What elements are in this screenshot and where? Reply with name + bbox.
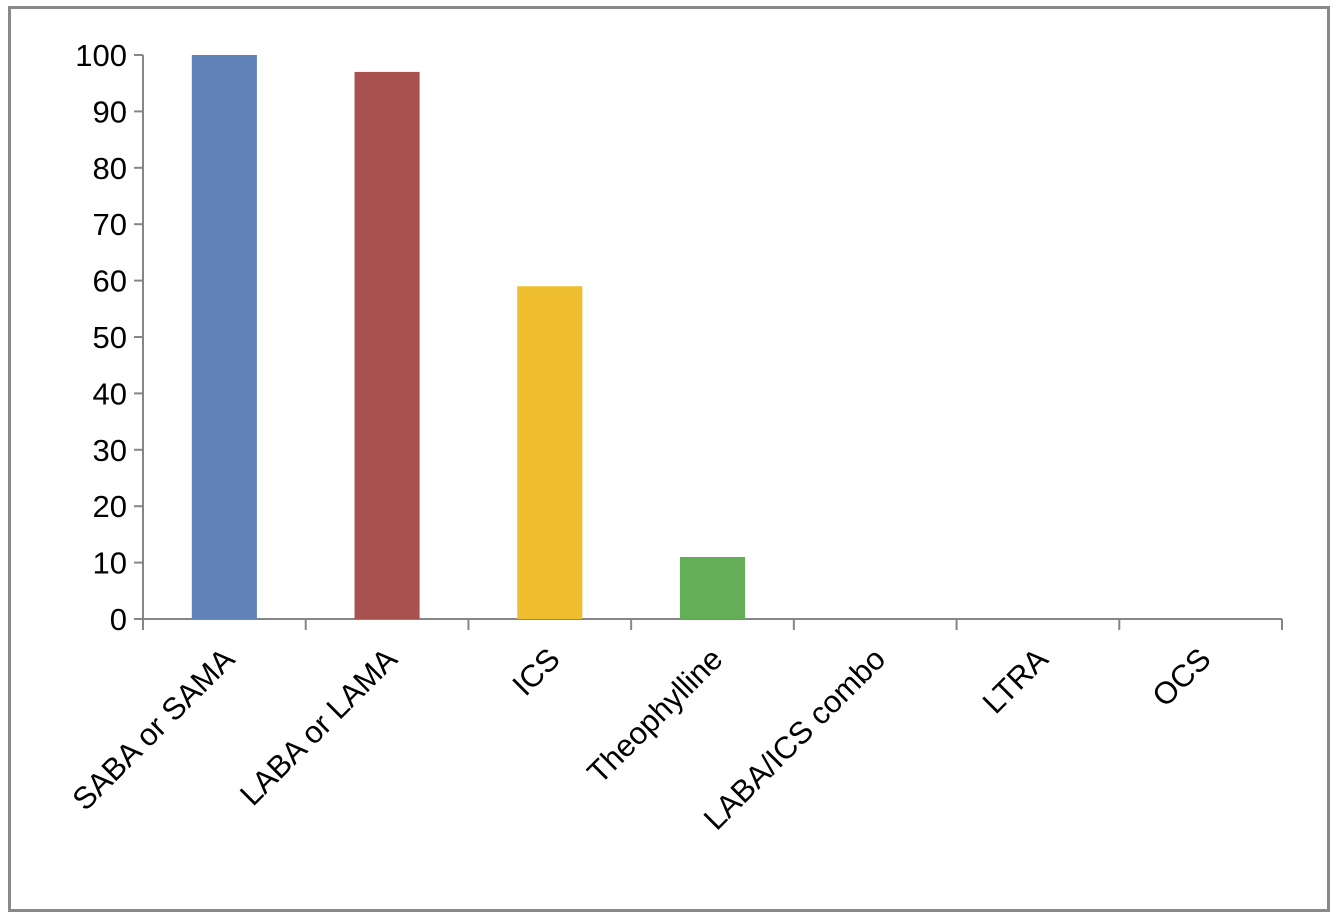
y-axis: 0 10 20 30 40 50 60 70 80 90 100 <box>75 38 144 637</box>
y-tick-label: 60 <box>93 264 127 299</box>
y-tick-label: 20 <box>93 489 127 524</box>
x-category-label: ICS <box>505 641 566 702</box>
x-category-label: SABA or SAMA <box>65 641 241 817</box>
x-category-label: LTRA <box>976 641 1055 720</box>
x-category-label: Theophylline <box>580 641 729 790</box>
x-category-label: LABA/ICS combo <box>697 641 892 836</box>
bar <box>679 556 746 619</box>
y-tick-label: 70 <box>93 207 127 242</box>
y-tick-label: 40 <box>93 376 127 411</box>
y-tick-label: 0 <box>110 602 127 637</box>
y-tick-label: 10 <box>93 546 127 581</box>
y-tick-label: 80 <box>93 151 127 186</box>
y-tick-label: 50 <box>93 320 127 355</box>
bar <box>354 71 420 620</box>
x-axis <box>142 618 1283 630</box>
bars <box>191 55 746 620</box>
y-tick-label: 30 <box>93 433 127 468</box>
y-tick-label: 90 <box>93 94 127 129</box>
bar <box>517 286 583 619</box>
x-category-label: OCS <box>1145 641 1217 713</box>
x-category-label: LABA or LAMA <box>233 641 404 812</box>
bar <box>191 55 257 619</box>
y-tick-label: 100 <box>75 38 127 73</box>
